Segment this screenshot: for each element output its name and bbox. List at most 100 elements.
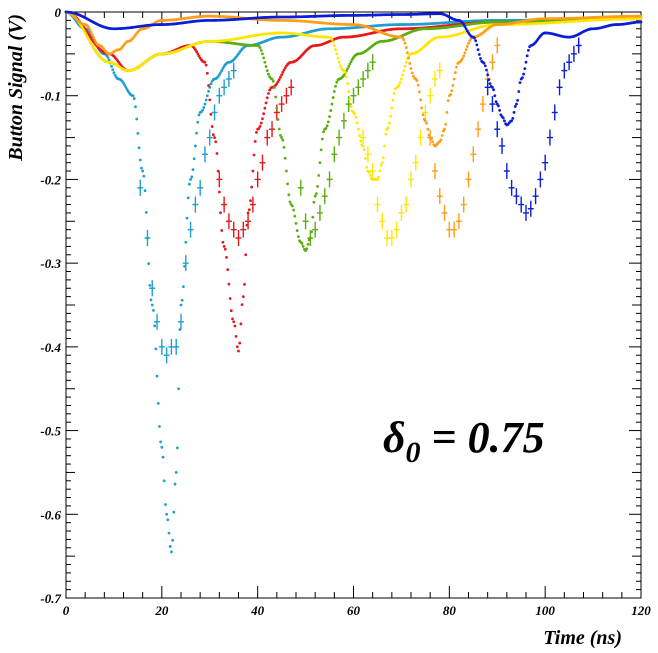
curve-point bbox=[155, 374, 159, 378]
curve-point bbox=[110, 65, 113, 68]
curve-point bbox=[420, 106, 424, 110]
curve-point bbox=[359, 139, 363, 143]
data-point bbox=[484, 79, 491, 96]
curve-point bbox=[464, 48, 468, 52]
series-6-measured-points bbox=[484, 37, 582, 221]
curve-point bbox=[491, 85, 494, 89]
series-4-measured-points bbox=[360, 62, 443, 247]
data-point bbox=[412, 154, 419, 171]
data-point bbox=[408, 171, 414, 188]
data-point bbox=[475, 121, 482, 138]
curve-point bbox=[511, 116, 515, 120]
data-point bbox=[269, 121, 276, 138]
curve-point bbox=[134, 105, 137, 109]
curve-point bbox=[477, 53, 481, 56]
curve-point bbox=[136, 131, 140, 135]
curve-point bbox=[404, 46, 408, 49]
curve-point bbox=[283, 156, 287, 160]
curve-point bbox=[265, 69, 269, 72]
curve-point bbox=[485, 68, 488, 72]
curve-point bbox=[348, 98, 352, 101]
curve-point bbox=[639, 17, 643, 21]
curve-point bbox=[207, 84, 210, 87]
curve-point bbox=[226, 268, 230, 272]
delta-subscript: 0 bbox=[406, 436, 421, 469]
curve-point bbox=[202, 106, 206, 109]
curve-point bbox=[439, 138, 443, 142]
curve-point bbox=[404, 60, 408, 64]
curve-point bbox=[336, 56, 340, 60]
curve-point bbox=[164, 503, 167, 506]
curve-point bbox=[402, 69, 406, 72]
curve-point bbox=[443, 127, 446, 131]
curve-point bbox=[234, 334, 238, 338]
curve-point bbox=[276, 118, 280, 121]
curve-point bbox=[220, 69, 224, 72]
data-point bbox=[249, 196, 256, 213]
curve-point bbox=[81, 27, 85, 30]
curve-point bbox=[513, 105, 517, 108]
curve-point bbox=[241, 295, 245, 299]
data-point bbox=[546, 129, 553, 146]
curve-point bbox=[213, 136, 216, 139]
curve-point bbox=[217, 73, 221, 77]
curve-point bbox=[400, 77, 403, 81]
curve-point bbox=[196, 52, 200, 56]
curve-point bbox=[510, 119, 514, 123]
data-point bbox=[436, 188, 443, 205]
curve-point bbox=[473, 36, 476, 40]
curve-point bbox=[259, 121, 263, 125]
data-point bbox=[460, 196, 467, 213]
series-4 bbox=[64, 10, 643, 247]
curve-point bbox=[229, 309, 233, 313]
curve-point bbox=[263, 106, 267, 110]
data-point bbox=[508, 179, 515, 196]
curve-point bbox=[379, 163, 383, 167]
data-point bbox=[273, 104, 280, 121]
curve-point bbox=[416, 83, 420, 87]
curve-point bbox=[271, 79, 275, 83]
curve-point bbox=[165, 512, 169, 516]
curve-point bbox=[153, 324, 157, 328]
curve-point bbox=[274, 95, 278, 99]
curve-point bbox=[525, 54, 529, 58]
curve-point bbox=[191, 168, 195, 172]
curve-point bbox=[332, 44, 336, 47]
curve-point bbox=[220, 229, 224, 232]
curve-point bbox=[348, 62, 352, 66]
curve-point bbox=[362, 148, 366, 152]
curve-point bbox=[344, 75, 348, 79]
curve-point bbox=[195, 50, 198, 54]
data-point bbox=[312, 221, 319, 238]
curve-point bbox=[365, 165, 369, 169]
curve-point bbox=[140, 166, 143, 170]
curve-point bbox=[267, 92, 270, 95]
data-point bbox=[206, 129, 213, 146]
curve-point bbox=[243, 282, 246, 286]
y-tick-labels: 0 -0.1 -0.2 -0.3 -0.4 -0.5 -0.6 -0.7 bbox=[40, 5, 61, 606]
curve-point bbox=[282, 145, 286, 149]
curve-point bbox=[172, 510, 176, 514]
curve-point bbox=[255, 130, 258, 134]
curve-point bbox=[451, 83, 455, 87]
data-point bbox=[561, 62, 568, 79]
curve-point bbox=[449, 93, 452, 96]
curve-point bbox=[397, 83, 401, 87]
curve-point bbox=[82, 29, 86, 33]
curve-point bbox=[148, 283, 152, 287]
data-point bbox=[307, 230, 314, 247]
curve-point bbox=[421, 113, 425, 117]
curve-point bbox=[402, 38, 406, 42]
data-point bbox=[211, 104, 218, 121]
data-point bbox=[532, 188, 539, 205]
curve-point bbox=[280, 73, 284, 77]
curve-point bbox=[89, 30, 93, 34]
curve-point bbox=[132, 97, 136, 100]
curve-point bbox=[235, 345, 239, 349]
curve-point bbox=[240, 303, 244, 306]
curve-point bbox=[281, 138, 285, 142]
data-point bbox=[163, 347, 170, 364]
curve-point bbox=[492, 88, 496, 92]
curve-point bbox=[267, 72, 270, 76]
curve-point bbox=[403, 41, 407, 45]
